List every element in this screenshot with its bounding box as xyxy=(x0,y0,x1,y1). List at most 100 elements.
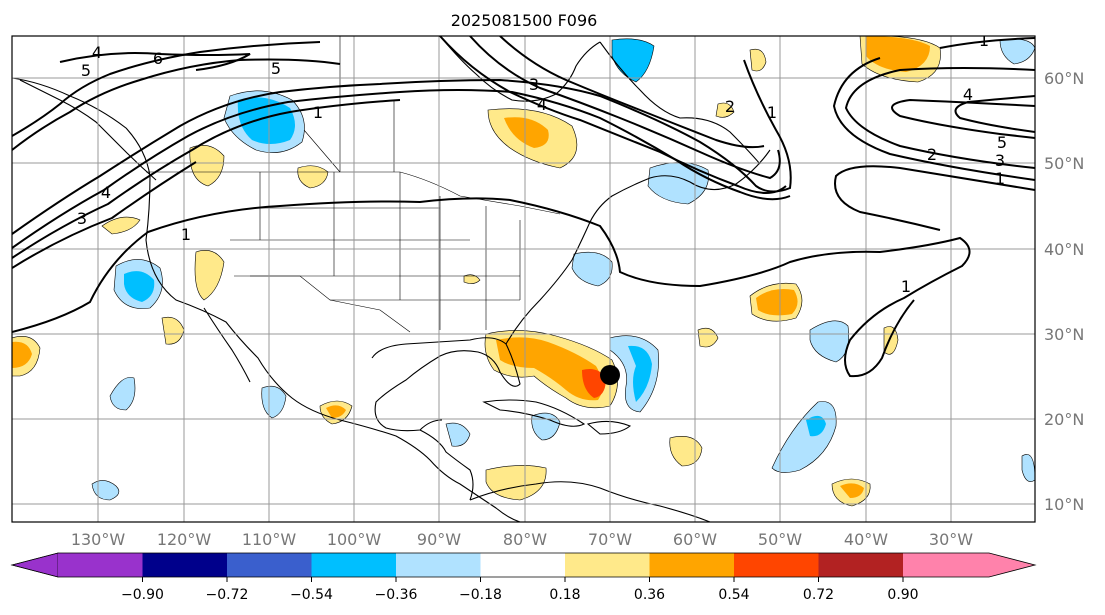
anomaly-yellow-azores xyxy=(883,326,899,355)
contour-1-main xyxy=(12,197,971,378)
anomaly-yellow-alberta xyxy=(297,165,329,189)
contour-5-nw xyxy=(12,58,341,151)
contour-4-nw xyxy=(12,41,321,137)
anomaly-blue-honduras xyxy=(445,422,471,447)
contour-label: 1 xyxy=(313,103,323,122)
contour-label: 4 xyxy=(963,85,973,104)
colorbar-swatch xyxy=(649,553,734,577)
colorbar-swatch xyxy=(311,553,396,577)
colorbar-tick-label: −0.90 xyxy=(121,587,164,603)
colorbar-tick-label: −0.72 xyxy=(206,587,249,603)
longitude-labels: 130°W 120°W 110°W 100°W 90°W 80°W 70°W 6… xyxy=(71,530,973,549)
shaded-anomalies xyxy=(12,36,1035,507)
colorbar-swatch xyxy=(480,553,565,577)
storm-center-marker xyxy=(600,365,620,385)
anomaly-orange-labrador xyxy=(504,117,549,148)
contour-4-ne xyxy=(891,98,1035,139)
contour-label: 5 xyxy=(271,59,281,78)
anomaly-orange-south-atlantic xyxy=(840,483,864,498)
contour-lines xyxy=(12,36,1035,378)
anomaly-orange-florida xyxy=(496,337,603,401)
contour-1-north xyxy=(12,59,792,235)
lon-label: 80°W xyxy=(503,530,547,549)
map-title: 2025081500 F096 xyxy=(451,11,598,30)
colorbar-outline xyxy=(10,552,1037,578)
anomaly-blue-tropical-core xyxy=(806,415,826,437)
contour-label: 6 xyxy=(153,49,163,68)
anomaly-red-bahamas xyxy=(582,369,606,398)
central-america xyxy=(419,429,474,501)
east-coast xyxy=(505,149,771,345)
contour-label: 5 xyxy=(81,61,91,80)
colorbar-tick-label: −0.18 xyxy=(459,587,502,603)
contour-1-ne xyxy=(939,37,1035,49)
colorbar-swatch xyxy=(142,553,227,577)
colorbar-swatch xyxy=(227,553,312,577)
colorbar-swatch xyxy=(818,553,903,577)
anomaly-yellow-arizona xyxy=(194,250,225,301)
anomaly-blue-pacific-south xyxy=(109,377,136,411)
map-panel: 4 5 6 5 1 4 3 1 3 2 1 4 1 4 2 3 1 5 1 xyxy=(12,31,1035,522)
anomaly-blue-caribbean xyxy=(531,412,561,441)
contour-label: 3 xyxy=(529,75,539,94)
anomaly-orange-midatlantic xyxy=(756,289,798,316)
contour-hudson-trough-2 xyxy=(469,36,781,180)
colorbar-ticks xyxy=(142,577,904,582)
baja xyxy=(203,307,251,383)
lat-label: 30°N xyxy=(1044,325,1084,344)
contour-hudson-trough xyxy=(439,36,787,194)
contour-label: 5 xyxy=(997,133,1007,152)
contour-label: 1 xyxy=(767,103,777,122)
contour-hudson-trough-3 xyxy=(499,36,765,149)
lon-label: 90°W xyxy=(417,530,461,549)
lon-label: 120°W xyxy=(157,530,212,549)
anomaly-orange-greenland xyxy=(866,36,930,72)
contour-label: 4 xyxy=(92,43,102,62)
colorbar-tick-label: 0.54 xyxy=(718,587,749,603)
colorbar-extend-max xyxy=(903,553,1035,577)
anomaly-orange-mexico-coast xyxy=(326,405,346,418)
anomaly-blue-atlantic-core xyxy=(628,345,652,402)
lon-label: 70°W xyxy=(588,530,632,549)
contour-1-east xyxy=(834,165,1035,231)
contour-label: 4 xyxy=(101,183,111,202)
anomaly-blue-greenland xyxy=(999,38,1035,65)
anomaly-yellow-bc xyxy=(189,145,225,187)
colorbar-tick-label: −0.54 xyxy=(290,587,333,603)
contour-labels: 4 5 6 5 1 4 3 1 3 2 1 4 1 4 2 3 1 5 1 xyxy=(77,31,1007,296)
north-america-coast xyxy=(12,77,521,522)
map-frame xyxy=(11,35,1036,523)
lon-label: 60°W xyxy=(673,530,717,549)
anomaly-blue-carolina xyxy=(571,251,613,287)
contour-6-nw xyxy=(59,52,251,71)
colorbar-swatch xyxy=(58,553,143,577)
anomaly-yellow-arkansas xyxy=(463,274,481,284)
contour-label: 3 xyxy=(995,151,1005,170)
contour-label: 1 xyxy=(995,169,1005,188)
contour-label: 1 xyxy=(901,277,911,296)
political-borders xyxy=(146,36,561,333)
anomaly-orange-pacific-west xyxy=(12,341,32,368)
colorbar-swatch xyxy=(565,553,650,577)
lon-label: 100°W xyxy=(327,530,382,549)
anomaly-yellow-north-atlantic xyxy=(749,48,767,72)
contour-label: 1 xyxy=(979,31,989,50)
lon-label: 30°W xyxy=(929,530,973,549)
anomaly-blue-california-core xyxy=(124,271,155,302)
contour-label: 2 xyxy=(725,97,735,116)
hudson-bay xyxy=(439,36,601,102)
contour-2 xyxy=(12,89,791,249)
contour-2-ne xyxy=(832,57,1035,181)
colorbar-swatch xyxy=(734,553,819,577)
anomaly-yellow-antilles xyxy=(669,436,703,467)
contour-3 xyxy=(12,99,401,259)
lon-label: 50°W xyxy=(758,530,802,549)
colorbar-swatch xyxy=(396,553,481,577)
colorbar-tick-label: 0.18 xyxy=(549,587,580,603)
anomaly-blue-mexico xyxy=(261,385,287,419)
lat-label: 50°N xyxy=(1044,154,1084,173)
gridlines xyxy=(12,36,1035,522)
colorbar: −0.90 −0.72 −0.54 −0.36 −0.18 0.18 0.36 … xyxy=(10,552,1037,603)
contour-label: 1 xyxy=(181,225,191,244)
